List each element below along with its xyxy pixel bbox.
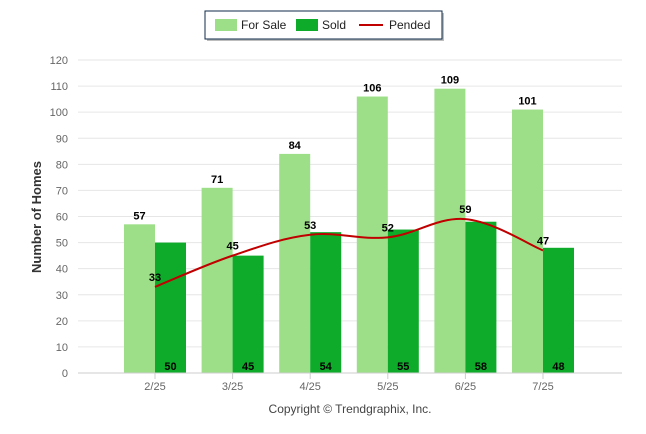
sold-bar [387,229,419,373]
for-sale-value-label: 101 [518,96,536,108]
x-tick-label: 7/25 [532,381,553,393]
pended-line [154,217,544,288]
sold-bar [310,232,342,373]
sold-value-label: 50 [164,361,176,373]
y-tick-label: 90 [56,133,68,145]
x-tick-label: 5/25 [377,381,398,393]
for-sale-value-label: 57 [133,210,145,222]
y-tick-label: 30 [56,290,68,302]
for-sale-bar [512,109,543,373]
sold-bar [465,221,497,373]
sold-bar [543,247,574,373]
bars [124,88,574,374]
for-sale-bar [434,88,466,374]
legend-swatch-for-sale [215,19,237,31]
legend-label-for-sale: For Sale [241,18,287,32]
for-sale-value-label: 106 [363,83,381,95]
copyright-text: Copyright © Trendgraphix, Inc. [269,402,432,416]
x-tick-label: 2/25 [144,381,165,393]
for-sale-bar [279,153,311,373]
y-tick-label: 120 [50,55,68,67]
pended-line [154,217,544,288]
y-axis-title: Number of Homes [29,161,44,273]
y-tick-label: 70 [56,185,68,197]
legend-box [204,10,443,40]
y-tick-label: 60 [56,212,68,224]
y-tick-label: 110 [50,81,68,93]
for-sale-bar [356,96,388,374]
sold-value-label: 54 [320,361,333,373]
y-tick-label: 0 [62,368,68,380]
y-tick-label: 50 [56,238,68,250]
x-tick-label: 4/25 [299,381,320,393]
pended-value-label: 47 [537,235,549,247]
y-tick-label: 100 [50,107,68,119]
sold-bar [232,255,264,373]
pended-value-label: 52 [382,222,394,234]
y-tick-label: 20 [56,316,68,328]
y-tick-label: 40 [56,264,68,276]
axes: 0 10 20 30 40 50 60 70 80 90 100 110 120 2/25 3/25 4/25… [50,55,622,393]
pended-value-label: 33 [149,272,161,284]
x-tick-label: 3/25 [222,381,243,393]
for-sale-value-label: 109 [441,75,459,87]
sold-value-label: 58 [475,361,487,373]
sold-value-label: 45 [242,361,254,373]
x-tick-label: 6/25 [455,381,476,393]
legend: For Sale Sold Pended [204,10,444,41]
data-labels: 57 71 84 106 109 101 50 45 54 55 58 48 33 45 53 52 59 47 [133,75,564,373]
y-tick-label: 10 [56,342,68,354]
for-sale-bar [124,224,155,373]
pended-value-label: 45 [226,241,238,253]
for-sale-value-label: 84 [289,140,302,152]
sold-value-label: 55 [397,361,409,373]
legend-label-sold: Sold [322,18,346,32]
legend-label-pended: Pended [389,18,430,32]
y-tick-label: 80 [56,159,68,171]
pended-value-label: 53 [304,220,316,232]
for-sale-value-label: 71 [211,174,223,186]
pended-value-label: 59 [459,204,471,216]
sold-bar [155,242,186,373]
legend-swatch-sold [296,19,318,31]
for-sale-bar [201,187,233,373]
sold-value-label: 48 [552,361,564,373]
